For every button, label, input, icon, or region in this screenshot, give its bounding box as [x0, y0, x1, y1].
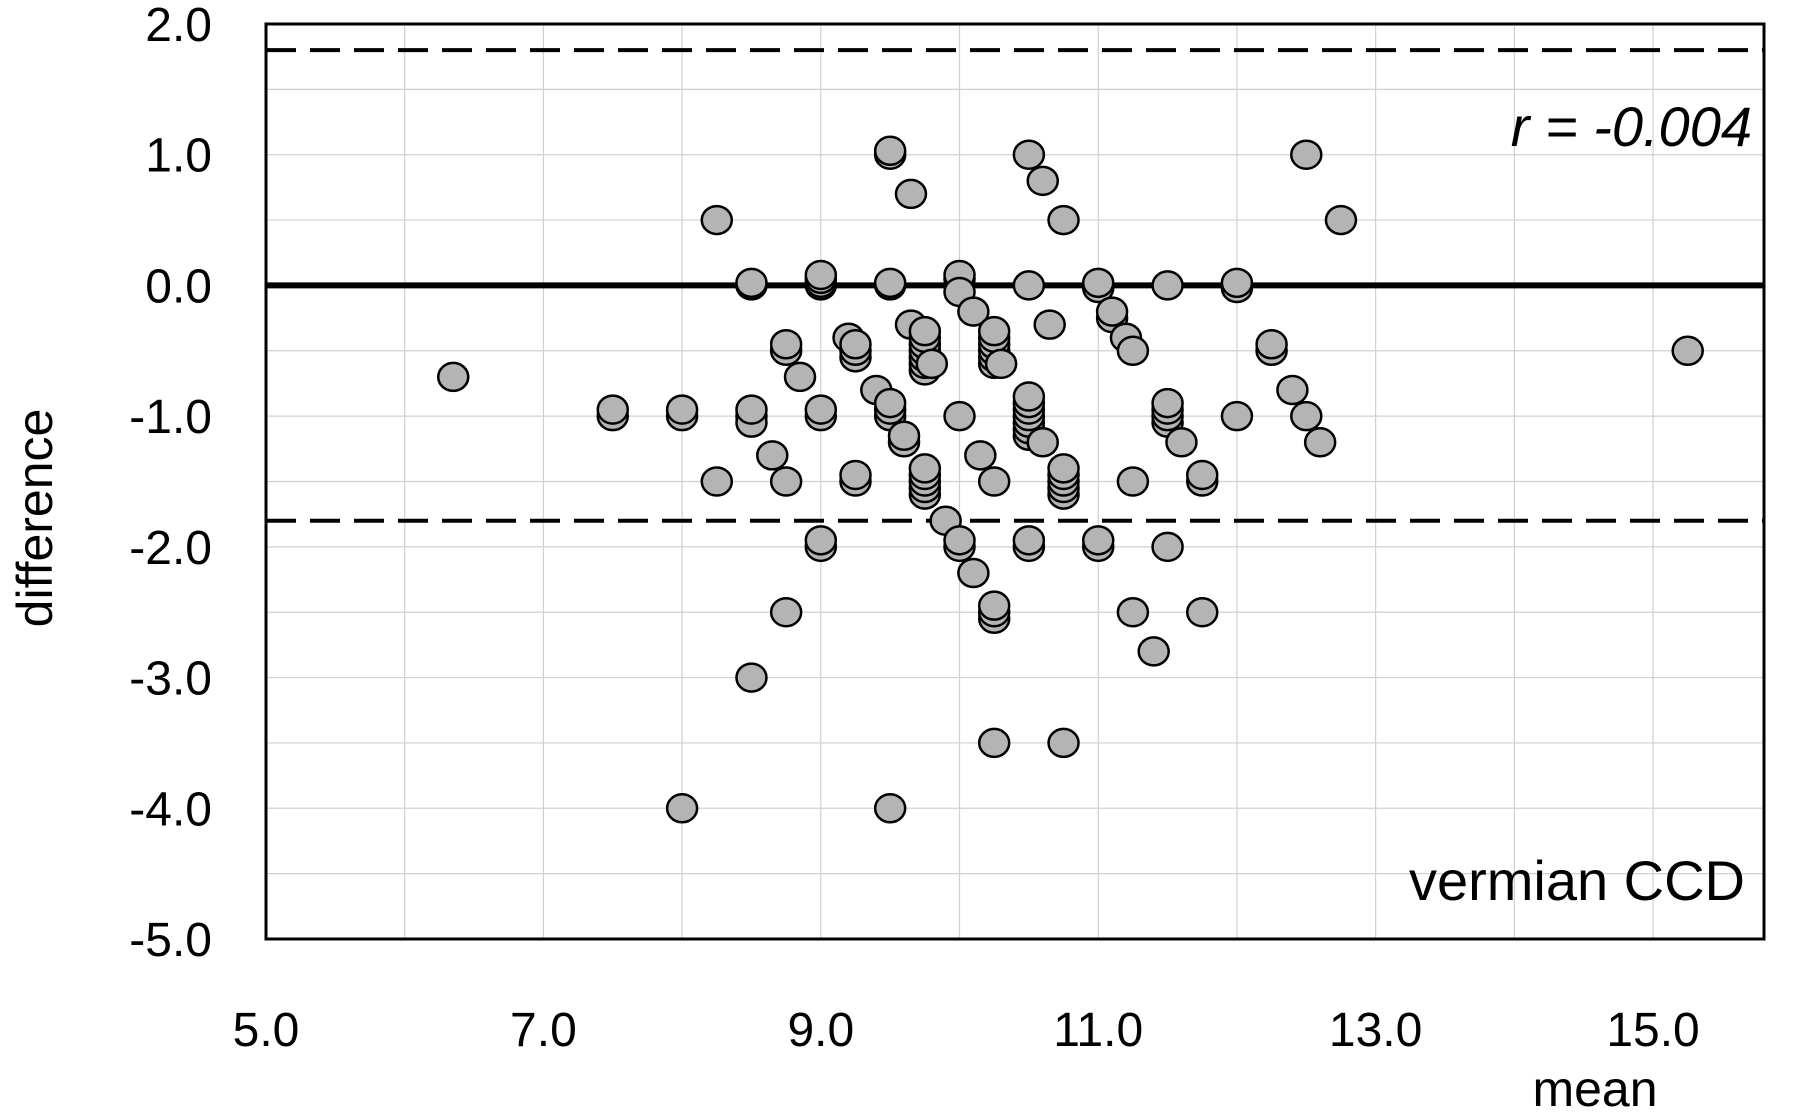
data-points — [437, 135, 1704, 824]
y-axis-title: difference — [7, 409, 63, 628]
data-point — [1165, 427, 1198, 458]
y-tick-label: -2.0 — [129, 522, 212, 575]
data-point — [1047, 453, 1080, 484]
y-tick-label: -3.0 — [129, 653, 212, 706]
data-point — [1671, 335, 1704, 367]
data-point — [735, 267, 768, 299]
x-tick-label: 13.0 — [1329, 1004, 1422, 1057]
data-point — [1033, 309, 1066, 340]
data-point — [839, 459, 872, 491]
data-point — [894, 178, 928, 210]
x-tick-labels: 5.0 7.0 9.0 11.0 13.0 15.0 — [233, 1004, 1700, 1057]
data-point — [908, 453, 942, 484]
correlation-annotation: r = -0.004 — [1511, 95, 1752, 158]
data-point — [735, 394, 768, 425]
data-point — [735, 662, 768, 693]
data-point — [1137, 636, 1170, 667]
data-point — [1012, 381, 1046, 412]
plot-frame — [264, 22, 1766, 941]
data-point — [1026, 165, 1059, 197]
data-point — [873, 793, 907, 824]
y-tick-label: -4.0 — [129, 783, 212, 836]
data-point — [804, 394, 838, 425]
data-point — [1186, 459, 1219, 491]
data-point — [783, 361, 817, 393]
data-point — [700, 466, 734, 497]
x-tick-label: 9.0 — [787, 1004, 854, 1057]
data-point — [1220, 267, 1254, 299]
data-point — [908, 315, 942, 347]
data-point — [1047, 727, 1080, 759]
data-point — [957, 296, 990, 327]
data-point — [873, 387, 907, 419]
data-point — [769, 329, 803, 360]
data-point — [957, 557, 990, 589]
data-point — [700, 204, 734, 236]
data-point — [665, 394, 699, 425]
data-point — [887, 420, 921, 451]
y-tick-label: -5.0 — [129, 914, 212, 967]
data-point — [1151, 387, 1184, 419]
y-tick-label: 1.0 — [145, 130, 212, 183]
data-point — [964, 440, 997, 471]
data-point — [1116, 596, 1150, 628]
data-point — [1151, 531, 1184, 563]
data-point — [1255, 329, 1288, 360]
data-point — [1220, 400, 1254, 432]
y-tick-label: 2.0 — [145, 0, 212, 52]
y-tick-label: -1.0 — [129, 391, 212, 444]
data-point — [769, 466, 803, 497]
data-point — [1081, 267, 1115, 299]
x-tick-label: 11.0 — [1053, 1004, 1143, 1057]
data-point — [1276, 374, 1309, 406]
data-point — [1116, 466, 1150, 497]
data-point — [1290, 400, 1323, 432]
data-point — [665, 793, 699, 824]
x-tick-label: 15.0 — [1606, 1004, 1699, 1057]
data-point — [977, 466, 1011, 497]
y-tick-label: 0.0 — [145, 260, 212, 313]
data-point — [977, 727, 1011, 759]
data-point — [1012, 270, 1046, 301]
data-point — [596, 394, 630, 425]
data-point — [977, 590, 1011, 621]
data-point — [873, 267, 907, 299]
data-point — [915, 348, 949, 380]
y-tick-labels: 2.0 1.0 0.0 -1.0 -2.0 -3.0 -4.0 -5.0 — [129, 0, 212, 967]
data-point — [1081, 525, 1115, 556]
data-point — [804, 525, 838, 556]
data-point — [1186, 596, 1219, 628]
data-point — [1012, 139, 1046, 170]
data-point — [1095, 296, 1129, 327]
data-point — [984, 348, 1018, 380]
x-tick-label: 7.0 — [510, 1004, 577, 1057]
x-axis-title: mean — [1532, 1061, 1657, 1117]
data-point — [943, 400, 976, 432]
data-point — [1324, 204, 1358, 236]
data-point — [1303, 427, 1337, 458]
x-tick-label: 5.0 — [233, 1004, 300, 1057]
data-point — [943, 525, 976, 556]
data-point — [1026, 427, 1059, 458]
data-point — [1116, 335, 1150, 367]
data-point — [769, 596, 803, 628]
data-point — [1151, 270, 1184, 301]
data-point — [1012, 525, 1046, 556]
data-point — [437, 361, 470, 393]
data-point — [1290, 139, 1323, 170]
data-point — [804, 259, 838, 291]
structure-label: vermian CCD — [1409, 849, 1745, 912]
data-point — [977, 315, 1011, 347]
data-point — [1047, 204, 1080, 236]
data-point — [873, 135, 907, 167]
data-point — [839, 329, 872, 360]
data-point — [756, 440, 789, 471]
